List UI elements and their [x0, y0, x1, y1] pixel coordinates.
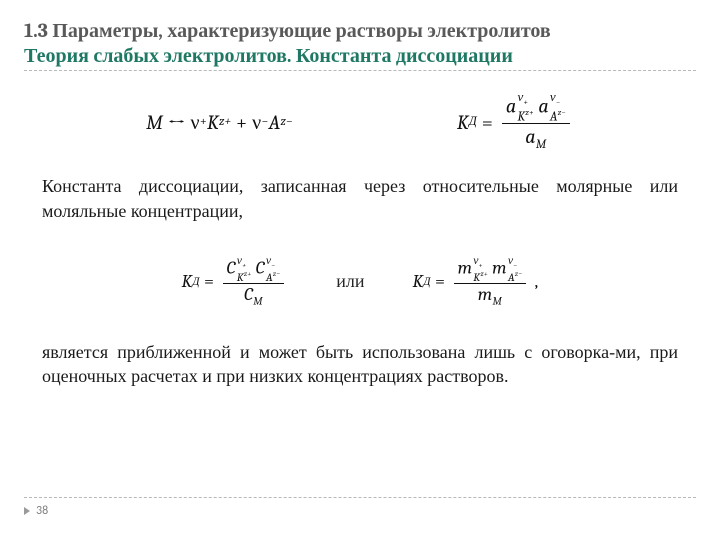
fraction-activity: aν+Kz+ aν−Az− aM: [502, 93, 570, 152]
ssmK: ν+Kz+: [473, 257, 488, 282]
frac-num: aν+Kz+ aν−Az−: [502, 93, 570, 123]
eq-reaction: M ↔ ν+ Kz+ + ν− Az−: [146, 111, 293, 135]
ss-A: ν−Az−: [550, 94, 566, 122]
footer: 38: [24, 497, 696, 518]
page-number: 38: [36, 504, 48, 518]
trailing-comma: ,: [530, 271, 538, 292]
sym-nuplus: ν: [190, 111, 199, 135]
aM: a: [525, 125, 536, 148]
mM: m: [478, 284, 493, 305]
denM: M: [536, 138, 547, 152]
eq-sign: =: [477, 111, 498, 134]
kd-sub: Д: [469, 116, 477, 128]
a2: a: [538, 94, 549, 117]
sym-A: A: [269, 111, 281, 134]
equation-row-2: KД = Cν+Kz+ Cν−Az− CM или KД = mν+Kz+: [24, 242, 696, 322]
ssCK: ν+Kz+: [237, 257, 252, 282]
ss-K: ν+Kz+: [517, 94, 533, 122]
kd-K3: K: [413, 271, 424, 292]
divider-top: [24, 70, 696, 71]
paragraph-2: является приближенной и может быть испол…: [24, 340, 696, 390]
m1: m: [458, 257, 473, 278]
sym-M: M: [146, 111, 163, 134]
divider-bottom: [24, 497, 696, 498]
a1: a: [506, 94, 517, 117]
sym-numinus: ν: [252, 111, 261, 135]
ssCA: ν−Az−: [266, 257, 280, 282]
sub-minus: −: [261, 116, 268, 128]
C1: C: [227, 257, 236, 278]
kd-K2: K: [181, 271, 192, 292]
denC: CM: [240, 284, 267, 308]
or-word: или: [336, 271, 364, 292]
sym-arrow: ↔: [163, 111, 190, 134]
paragraph-1: Константа диссоциации, записанная через …: [24, 174, 696, 224]
fraction-m: mν+Kz+ mν−Az− mM: [454, 256, 527, 308]
sup-zplus: z+: [219, 116, 231, 128]
ssmA: ν−Az−: [508, 257, 522, 282]
kd-K: K: [457, 111, 469, 134]
kd-sub3: Д: [423, 276, 430, 287]
eqs2: =: [200, 271, 219, 292]
sym-K: K: [207, 111, 219, 134]
fraction-C: Cν+Kz+ Cν−Az− CM: [223, 256, 285, 308]
slide-container: 1.3 Параметры, характеризующие растворы …: [0, 0, 720, 540]
m2: m: [492, 257, 507, 278]
heading-main: 1.3 Параметры, характеризующие растворы …: [24, 18, 696, 43]
eq-kd-C: KД = Cν+Kz+ Cν−Az− CM: [181, 256, 288, 308]
C2: C: [256, 257, 265, 278]
heading-sub: Теория слабых электролитов. Константа ди…: [24, 43, 696, 68]
kd-sub2: Д: [192, 276, 199, 287]
triangle-icon: [24, 507, 30, 515]
sub-plus: +: [200, 116, 207, 128]
eq-kd-m: KД = mν+Kz+ mν−Az− mM ,: [413, 256, 539, 308]
mMm: M: [492, 294, 502, 307]
numC: Cν+Kz+ Cν−Az−: [223, 256, 285, 283]
equation-row-1: M ↔ ν+ Kz+ + ν− Az− KД = aν+Kz+ aν−Az− a…: [24, 93, 696, 152]
sym-plusop: +: [231, 111, 252, 134]
frac-den: aM: [521, 124, 550, 152]
CMm: M: [253, 294, 263, 307]
den-m: mM: [474, 284, 506, 308]
sup-zminus: z−: [280, 116, 292, 128]
eqs3: =: [431, 271, 450, 292]
num-m: mν+Kz+ mν−Az−: [454, 256, 527, 283]
CM: C: [244, 284, 253, 305]
eq-kd-activity: KД = aν+Kz+ aν−Az− aM: [457, 93, 574, 152]
page-number-block: 38: [24, 504, 696, 518]
